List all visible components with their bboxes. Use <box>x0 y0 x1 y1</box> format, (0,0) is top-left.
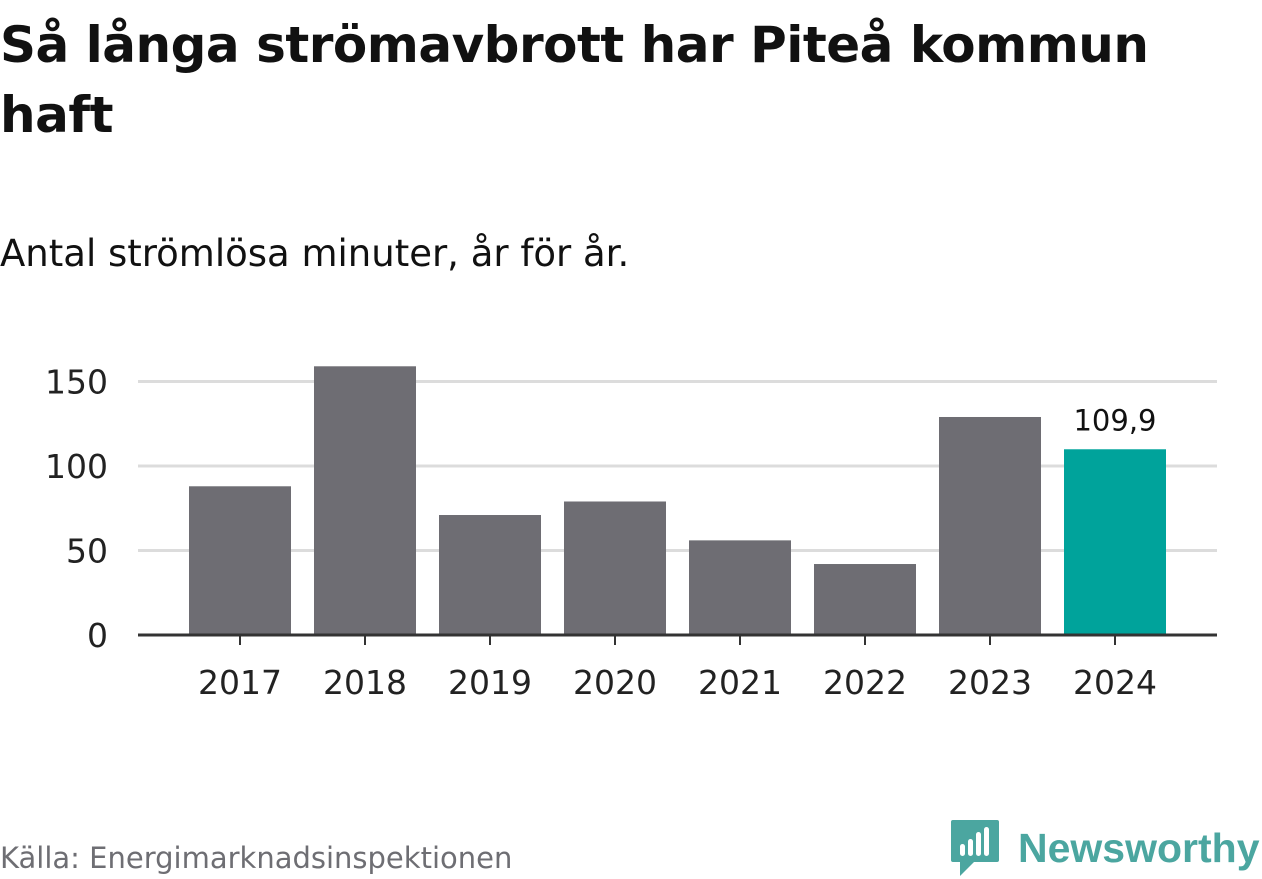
bars <box>189 366 1166 635</box>
x-tick-label-2018: 2018 <box>323 663 407 702</box>
brand-logo: Newsworthy <box>950 818 1260 878</box>
source-note: Källa: Energimarknadsinspektionen <box>0 841 513 875</box>
newsworthy-logo-icon <box>951 820 999 876</box>
data-labels: 109,9 <box>1073 403 1156 437</box>
x-tick-label-2019: 2019 <box>448 663 532 702</box>
x-tick-label-2017: 2017 <box>198 663 282 702</box>
x-tick-label-2021: 2021 <box>698 663 782 702</box>
gridlines <box>138 380 1217 552</box>
bar-2018 <box>314 366 416 635</box>
bar-2020 <box>564 501 666 635</box>
bar-2024 <box>1064 449 1166 635</box>
bar-2023 <box>939 416 1041 635</box>
x-tick-label-2020: 2020 <box>573 663 657 702</box>
y-axis-ticks: 0 50 100 150 <box>45 363 108 656</box>
brand-name: Newsworthy <box>1018 825 1260 871</box>
y-tick-label-0: 0 <box>87 616 108 655</box>
x-tick-label-2024: 2024 <box>1073 663 1157 702</box>
y-tick-label-50: 50 <box>66 532 108 571</box>
chart-subtitle: Antal strömlösa minuter, år för år. <box>0 232 630 275</box>
bar-2021 <box>689 540 791 635</box>
y-tick-label-150: 150 <box>45 363 108 402</box>
bar-2017 <box>189 486 291 635</box>
data-label-2024: 109,9 <box>1073 403 1156 437</box>
y-tick-label-100: 100 <box>45 447 108 486</box>
x-axis-ticks: 2017 2018 2019 2020 2021 2022 2023 2024 <box>198 635 1157 702</box>
bar-2022 <box>814 564 916 635</box>
chart-title: Så långa strömavbrott har Piteå kommun h… <box>0 16 1149 144</box>
bar-2019 <box>439 515 541 635</box>
x-tick-label-2023: 2023 <box>948 663 1032 702</box>
x-tick-label-2022: 2022 <box>823 663 907 702</box>
